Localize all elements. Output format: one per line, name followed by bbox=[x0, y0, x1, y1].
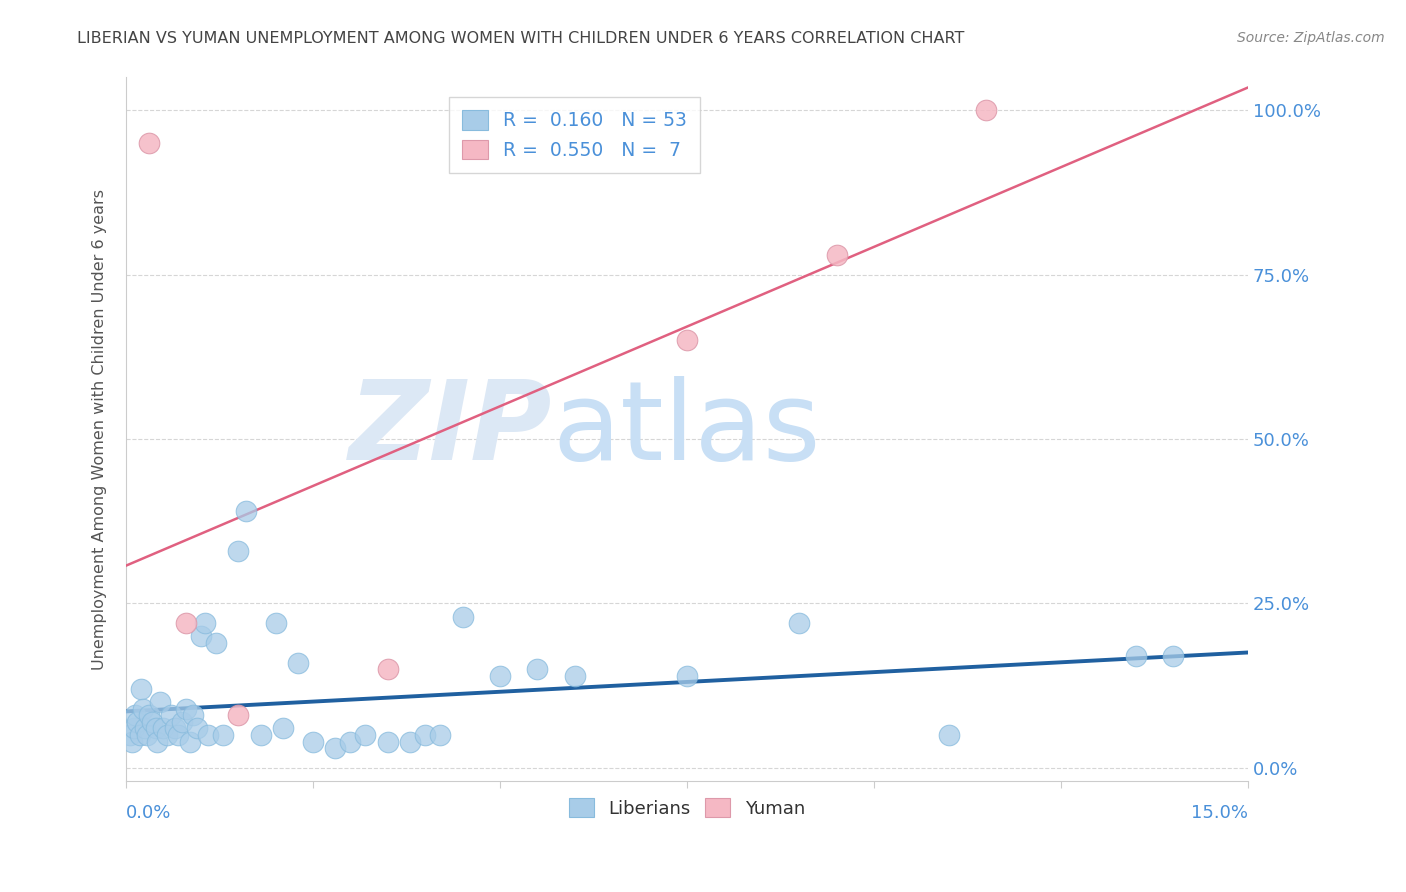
Point bbox=[179, 734, 201, 748]
Point bbox=[197, 728, 219, 742]
Point bbox=[938, 728, 960, 742]
Point bbox=[526, 662, 548, 676]
Point bbox=[118, 728, 141, 742]
Point bbox=[122, 722, 145, 736]
Point bbox=[564, 669, 586, 683]
Legend: Liberians, Yuman: Liberians, Yuman bbox=[561, 791, 813, 825]
Point bbox=[138, 708, 160, 723]
Point bbox=[124, 708, 146, 723]
Point bbox=[136, 728, 159, 742]
Point bbox=[235, 504, 257, 518]
Point bbox=[489, 669, 512, 683]
Point bbox=[131, 701, 153, 715]
Point bbox=[1161, 648, 1184, 663]
Point bbox=[174, 616, 197, 631]
Point bbox=[152, 722, 174, 736]
Text: LIBERIAN VS YUMAN UNEMPLOYMENT AMONG WOMEN WITH CHILDREN UNDER 6 YEARS CORRELATI: LIBERIAN VS YUMAN UNEMPLOYMENT AMONG WOM… bbox=[77, 31, 965, 46]
Point bbox=[787, 616, 810, 631]
Point bbox=[287, 656, 309, 670]
Text: atlas: atlas bbox=[553, 376, 821, 483]
Text: 0.0%: 0.0% bbox=[127, 804, 172, 822]
Point bbox=[160, 708, 183, 723]
Point bbox=[354, 728, 377, 742]
Point bbox=[172, 714, 194, 729]
Point bbox=[226, 544, 249, 558]
Point bbox=[302, 734, 325, 748]
Point bbox=[676, 669, 699, 683]
Point bbox=[676, 334, 699, 348]
Point bbox=[190, 629, 212, 643]
Point bbox=[194, 616, 217, 631]
Point bbox=[1125, 648, 1147, 663]
Point bbox=[339, 734, 361, 748]
Point bbox=[249, 728, 271, 742]
Point bbox=[127, 714, 149, 729]
Point bbox=[174, 701, 197, 715]
Point bbox=[141, 714, 163, 729]
Text: 15.0%: 15.0% bbox=[1191, 804, 1249, 822]
Y-axis label: Unemployment Among Women with Children Under 6 years: Unemployment Among Women with Children U… bbox=[93, 189, 107, 670]
Point bbox=[212, 728, 235, 742]
Point bbox=[146, 734, 169, 748]
Point bbox=[149, 695, 172, 709]
Point bbox=[377, 734, 399, 748]
Point bbox=[186, 722, 208, 736]
Point bbox=[271, 722, 294, 736]
Point bbox=[325, 741, 347, 756]
Point bbox=[451, 609, 474, 624]
Point bbox=[138, 136, 160, 151]
Point bbox=[226, 708, 249, 723]
Point bbox=[413, 728, 436, 742]
Point bbox=[121, 734, 143, 748]
Point bbox=[204, 636, 226, 650]
Point bbox=[183, 708, 205, 723]
Point bbox=[167, 728, 190, 742]
Point bbox=[825, 248, 848, 262]
Point bbox=[974, 103, 997, 118]
Point bbox=[163, 722, 186, 736]
Point bbox=[129, 681, 152, 696]
Point bbox=[128, 728, 150, 742]
Point bbox=[145, 722, 167, 736]
Text: ZIP: ZIP bbox=[349, 376, 553, 483]
Point bbox=[399, 734, 422, 748]
Point bbox=[264, 616, 287, 631]
Point bbox=[134, 722, 156, 736]
Point bbox=[377, 662, 399, 676]
Text: Source: ZipAtlas.com: Source: ZipAtlas.com bbox=[1237, 31, 1385, 45]
Point bbox=[156, 728, 179, 742]
Point bbox=[429, 728, 451, 742]
